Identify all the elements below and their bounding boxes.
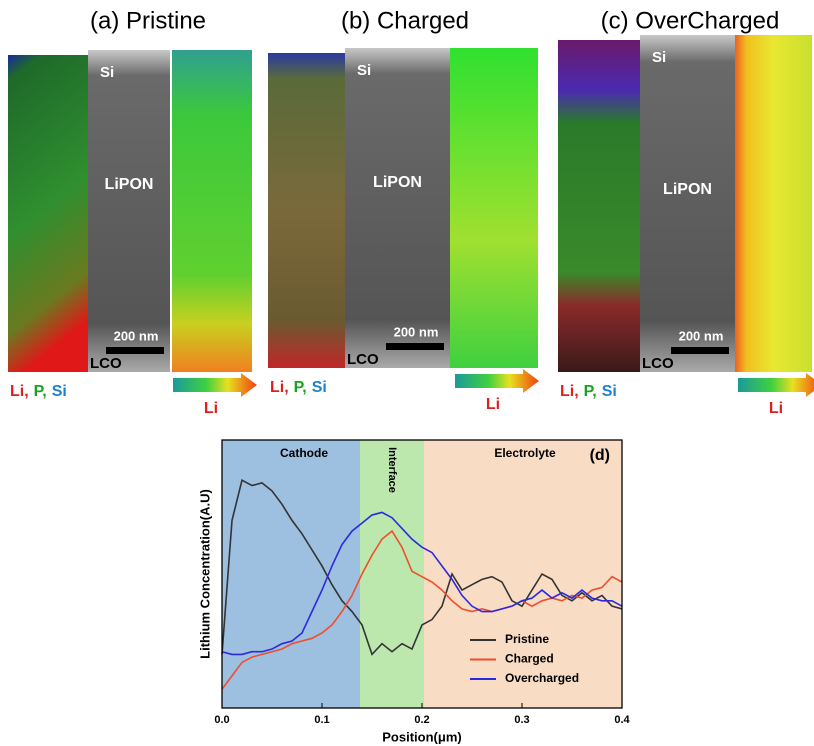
scale-label: 200 nm xyxy=(114,328,159,343)
x-tick-label: 0.2 xyxy=(414,714,429,726)
si-label: Si xyxy=(100,64,114,81)
si-label: Si xyxy=(652,49,666,66)
element-label: Li, xyxy=(10,383,29,400)
eds-map xyxy=(558,40,640,372)
x-axis-label: Position(μm) xyxy=(382,729,461,744)
element-label: Si xyxy=(602,383,617,400)
li-label: Li xyxy=(486,396,500,413)
element-label: P, xyxy=(584,383,597,400)
panel-label: (d) xyxy=(590,447,610,464)
legend-label: Pristine xyxy=(505,632,549,646)
region-label: Interface xyxy=(386,447,398,493)
series-line xyxy=(221,479,623,656)
panels: (a) Pristine Si LiPON 200 nm LCO Li, P, Si Li (b)… xyxy=(8,7,814,417)
element-label: Li, xyxy=(270,379,289,396)
element-label: Si xyxy=(52,383,67,400)
x-tick-label: 0.3 xyxy=(514,714,529,726)
panel-title: (a) Pristine xyxy=(90,7,206,34)
x-tick-label: 0.4 xyxy=(614,714,630,726)
eds-map xyxy=(268,53,345,368)
li-label: Li xyxy=(769,400,783,417)
tem-image xyxy=(640,35,735,372)
scale-label: 200 nm xyxy=(679,328,724,343)
region xyxy=(424,440,622,708)
lco-label: LCO xyxy=(347,351,379,368)
legend-label: Charged xyxy=(505,652,554,666)
lipon-label: LiPON xyxy=(105,176,154,193)
region xyxy=(222,440,360,708)
region-label: Cathode xyxy=(280,446,328,460)
element-label: P, xyxy=(34,383,47,400)
panel-title: (c) OverCharged xyxy=(601,7,780,34)
li-map xyxy=(172,50,252,372)
gradient-arrow xyxy=(738,373,814,397)
series-line xyxy=(221,511,623,656)
scale-bar xyxy=(386,343,444,350)
y-axis-label: Lithium Concentration(A.U) xyxy=(197,489,212,659)
scale-bar xyxy=(671,347,729,354)
si-label: Si xyxy=(357,62,371,79)
element-label: Si xyxy=(312,379,327,396)
region-label: Electrolyte xyxy=(494,446,556,460)
scale-label: 200 nm xyxy=(394,324,439,339)
lco-label: LCO xyxy=(642,355,674,372)
element-label: Li, xyxy=(560,383,579,400)
gradient-arrow xyxy=(455,369,539,393)
li-map xyxy=(450,48,538,368)
li-label: Li xyxy=(204,400,218,417)
lco-label: LCO xyxy=(90,355,122,372)
tem-image xyxy=(345,48,450,368)
tem-image xyxy=(88,50,170,372)
x-tick-label: 0.0 xyxy=(214,714,229,726)
series-line xyxy=(221,529,623,690)
gradient-arrow xyxy=(173,373,257,397)
region xyxy=(360,440,424,708)
x-tick-label: 0.1 xyxy=(314,714,329,726)
eds-map xyxy=(8,55,88,372)
legend-label: Overcharged xyxy=(505,671,579,685)
li-map xyxy=(735,35,812,372)
lipon-label: LiPON xyxy=(663,181,712,198)
scale-bar xyxy=(106,347,164,354)
chart: Cathode Interface Electrolyte Pristine Charg… xyxy=(197,439,631,744)
lipon-label: LiPON xyxy=(373,174,422,191)
panel-title: (b) Charged xyxy=(341,7,469,34)
element-label: P, xyxy=(294,379,307,396)
